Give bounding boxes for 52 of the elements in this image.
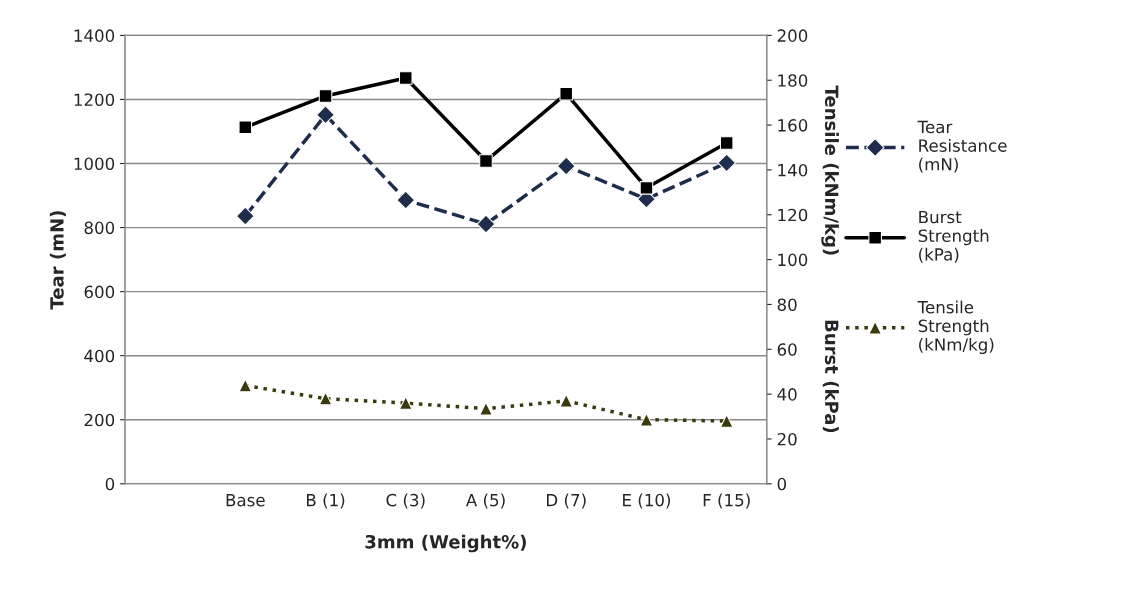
x-tick-label: C (3)	[386, 493, 425, 509]
y-tick-label: 400	[84, 349, 115, 363]
point	[318, 391, 333, 406]
point	[639, 412, 654, 427]
point	[318, 89, 333, 103]
y-tick-label: 1400	[74, 29, 115, 42]
y2-tick-label: 0	[777, 477, 787, 491]
point	[238, 120, 253, 135]
y2-tick-label: 100	[778, 253, 808, 267]
y2-tick-label: 160	[778, 119, 808, 132]
point	[479, 154, 493, 168]
x-tick-label: A (5)	[465, 493, 505, 509]
y2-tick-label: 140	[778, 163, 808, 177]
y2-tick-label: 120	[778, 208, 808, 222]
point	[717, 153, 737, 173]
x-tick-label: Base	[226, 494, 265, 507]
point	[235, 206, 255, 226]
y-axis-title: Tear (mN)	[49, 211, 66, 310]
y2-tick-label: 20	[777, 432, 797, 446]
y2-tick-label: 60	[777, 343, 797, 356]
y-tick-label: 1000	[74, 157, 115, 171]
y-tick-label: 600	[84, 285, 115, 299]
point	[559, 394, 573, 408]
x-tick-label: F (15)	[703, 493, 750, 509]
point	[719, 414, 734, 428]
y2-tick-label: 80	[777, 298, 797, 312]
y-tick-label: 800	[84, 221, 115, 235]
y2-tick-label: 40	[777, 388, 797, 401]
x-tick-label: D (7)	[546, 493, 586, 509]
point	[559, 86, 573, 101]
y-tick-label: 0	[105, 477, 115, 491]
x-tick-label: B (1)	[307, 493, 345, 509]
point	[316, 105, 335, 125]
point	[719, 136, 734, 150]
x-tick-label: E (10)	[623, 493, 671, 509]
y-tick-label: 200	[84, 413, 115, 427]
point	[399, 396, 413, 410]
legend-label: Tensile Strength (kNm/kg)	[917, 300, 994, 355]
y-tick-label: 1200	[74, 93, 115, 107]
point	[476, 214, 496, 234]
point	[639, 181, 654, 195]
legend-label: Tear Resistance (mN)	[917, 120, 1007, 173]
y2-tick-label: 180	[778, 74, 808, 87]
legend-label: Burst Strength (kPa)	[918, 210, 989, 263]
point	[479, 401, 493, 416]
x-axis-title: 3mm (Weight%)	[365, 534, 526, 553]
point	[238, 378, 253, 393]
y2-axis-title: Tensile (kNm/kg) Burst (kPa)	[821, 85, 839, 433]
point	[396, 190, 416, 210]
point	[399, 71, 413, 85]
y2-tick-label: 200	[777, 29, 808, 42]
point	[556, 156, 576, 176]
